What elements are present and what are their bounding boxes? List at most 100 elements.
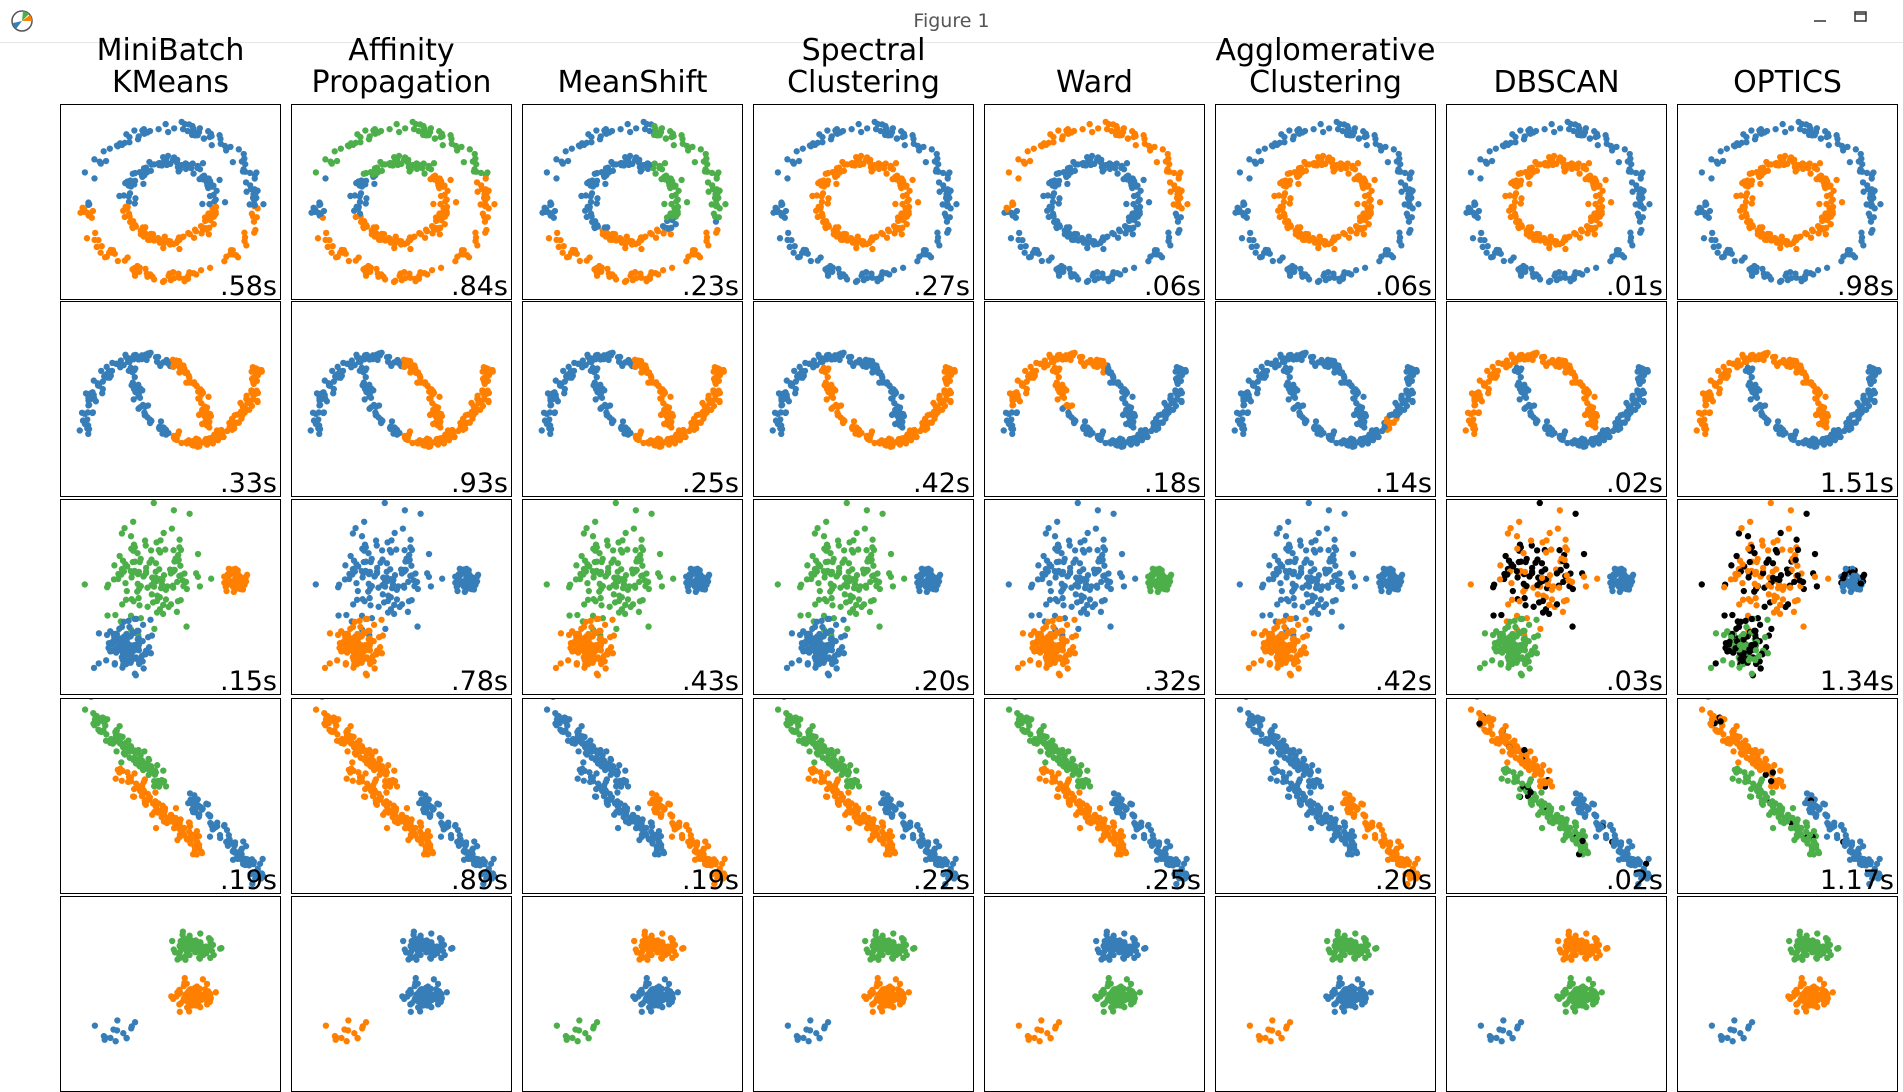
data-point [1354, 201, 1360, 207]
data-point [85, 199, 91, 205]
data-point [1110, 379, 1116, 385]
data-point [144, 274, 150, 280]
data-point [1357, 413, 1363, 419]
data-point [1781, 162, 1787, 168]
data-point [424, 129, 430, 135]
data-point [1766, 231, 1772, 237]
data-point [819, 359, 825, 365]
data-point [226, 424, 232, 430]
data-point [171, 241, 177, 247]
data-point [395, 162, 401, 168]
data-point [1512, 368, 1518, 374]
data-point [479, 389, 485, 395]
data-point [883, 270, 889, 276]
minimize-button[interactable] [1800, 4, 1840, 34]
data-point [864, 154, 870, 160]
data-point [808, 258, 814, 264]
data-point [432, 135, 438, 141]
data-point [1287, 170, 1293, 176]
data-point [391, 154, 397, 160]
data-point [1825, 413, 1831, 419]
data-point [1483, 160, 1489, 166]
data-point [1864, 170, 1870, 176]
data-point [243, 242, 249, 248]
data-point [1729, 251, 1735, 257]
subplot-noisy_circles-6: .06s [1215, 104, 1436, 300]
data-point [1858, 230, 1864, 236]
maximize-button[interactable] [1840, 4, 1880, 34]
data-point [1742, 204, 1748, 210]
data-point [193, 228, 199, 234]
data-point [1409, 399, 1415, 405]
data-point [380, 231, 386, 237]
data-point [700, 412, 706, 418]
data-point [353, 214, 359, 220]
data-point [203, 225, 209, 231]
data-point [1108, 440, 1114, 446]
data-point [112, 251, 118, 257]
data-point [1618, 412, 1624, 418]
data-point [1039, 258, 1045, 264]
data-point [1757, 128, 1763, 134]
data-point [1525, 171, 1531, 177]
column-title-line: OPTICS [1668, 67, 1903, 99]
data-point [1085, 240, 1091, 246]
data-point [123, 131, 129, 137]
data-point [1699, 169, 1705, 175]
data-point [201, 135, 207, 141]
data-point [434, 225, 440, 231]
subplot-noisy_moons-8: 1.51s [1677, 301, 1898, 497]
data-point [413, 370, 419, 376]
data-point [378, 419, 384, 425]
data-point [472, 230, 478, 236]
data-point [1031, 145, 1037, 151]
data-point [671, 142, 677, 148]
data-point [1591, 210, 1597, 216]
data-point [1297, 266, 1303, 272]
timing-label: .06s [1144, 271, 1201, 300]
data-point [864, 241, 870, 247]
subplot-noisy_moons-5: .18s [984, 301, 1205, 497]
data-point [485, 188, 491, 194]
data-point [1099, 270, 1105, 276]
data-point [1826, 142, 1832, 148]
data-point [1740, 131, 1746, 137]
data-point [109, 368, 115, 374]
data-point [1518, 195, 1524, 201]
scatter-plot [61, 302, 280, 496]
data-point [1017, 398, 1023, 404]
timing-label: .42s [913, 468, 970, 497]
data-point [371, 402, 377, 408]
data-point [406, 270, 412, 276]
subplot-noisy_circles-3: .23s [522, 104, 743, 300]
data-point [329, 368, 335, 374]
data-point [1128, 180, 1134, 186]
data-point [824, 396, 830, 402]
data-point [1807, 170, 1813, 176]
data-point [1359, 180, 1365, 186]
data-point [1326, 361, 1332, 367]
data-point [1046, 257, 1052, 263]
data-point [710, 389, 716, 395]
data-point [1145, 258, 1151, 264]
data-point [1121, 166, 1127, 172]
data-point [1749, 170, 1755, 176]
data-point [104, 254, 110, 260]
column-title-line: Propagation [282, 67, 522, 99]
data-point [896, 225, 902, 231]
data-point [484, 169, 490, 175]
data-point [1179, 372, 1185, 378]
data-point [1054, 379, 1060, 385]
data-point [332, 148, 338, 154]
data-point [1361, 201, 1367, 207]
data-point [559, 160, 565, 166]
data-point [1382, 251, 1388, 257]
data-point [313, 421, 319, 427]
data-point [1567, 278, 1573, 284]
data-point [1144, 434, 1150, 440]
data-point [331, 378, 337, 384]
data-point [602, 402, 608, 408]
data-point [709, 182, 715, 188]
data-point [1471, 395, 1477, 401]
